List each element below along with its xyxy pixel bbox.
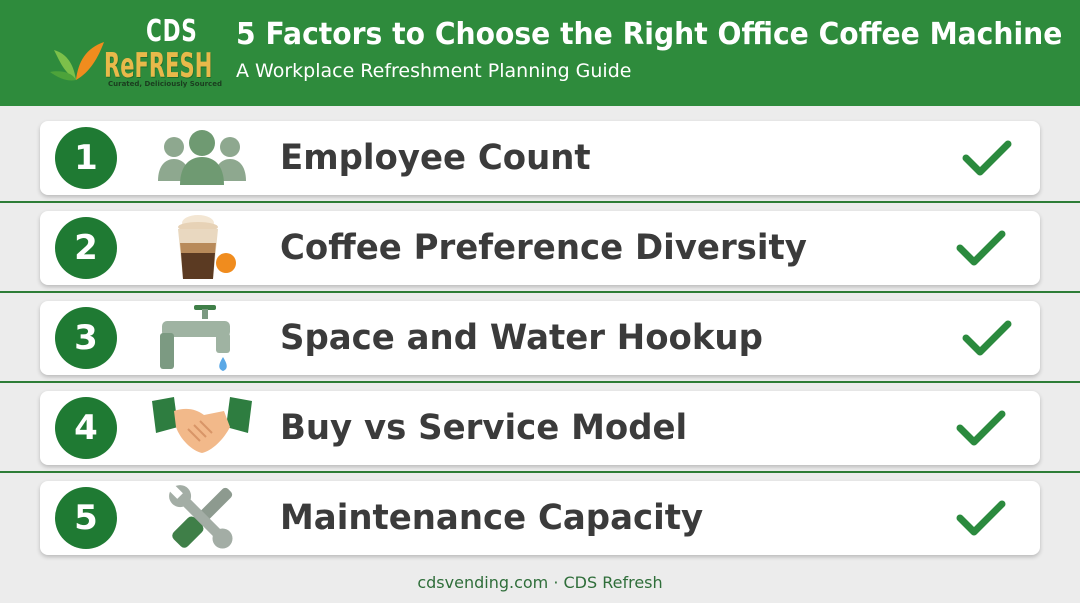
wrench-screwdriver-icon [168,484,233,549]
factor-row: 3 Space and Water Hookup [40,301,1040,375]
factor-label: Space and Water Hookup [280,318,763,358]
logo-brand-top: CDS [146,14,198,49]
factor-number-badge: 4 [55,397,117,459]
factor-row: 5 Maintenance Capacity [40,481,1040,555]
logo-brand-bottom: ReFRESH [104,46,213,86]
row-divider [0,381,1080,383]
footer-credit: cdsvending.com · CDS Refresh [417,573,663,592]
leaf-icon [50,42,104,81]
factor-number-badge: 3 [55,307,117,369]
factor-label: Maintenance Capacity [280,498,704,538]
checkmark-icon [962,320,1012,356]
header-banner: CDS ReFRESH Curated, Deliciously Sourced… [0,0,1080,106]
checkmark-icon [956,410,1006,446]
water-faucet-icon [160,305,230,371]
row-divider [0,471,1080,473]
handshake-icon [152,397,252,453]
factor-row: 2 Coffee Preference Diversity [40,211,1040,285]
checkmark-icon [956,500,1006,536]
cds-refresh-logo: CDS ReFRESH Curated, Deliciously Sourced [46,12,222,94]
page-title: 5 Factors to Choose the Right Office Cof… [236,17,1063,52]
checkmark-icon [962,140,1012,176]
logo-tagline: Curated, Deliciously Sourced [108,80,222,88]
row-divider [0,291,1080,293]
factor-row: 4 Buy vs Service Model [40,391,1040,465]
checkmark-icon [956,230,1006,266]
coffee-cup-icon [178,215,236,279]
factor-label: Coffee Preference Diversity [280,228,807,268]
factor-number-badge: 1 [55,127,117,189]
factor-label: Employee Count [280,138,591,178]
factor-label: Buy vs Service Model [280,408,688,448]
people-group-icon [158,130,246,185]
row-divider [0,201,1080,203]
factor-number-badge: 5 [55,487,117,549]
factor-row: 1 Employee Count [40,121,1040,195]
page-subtitle: A Workplace Refreshment Planning Guide [236,60,632,82]
factor-number-badge: 2 [55,217,117,279]
